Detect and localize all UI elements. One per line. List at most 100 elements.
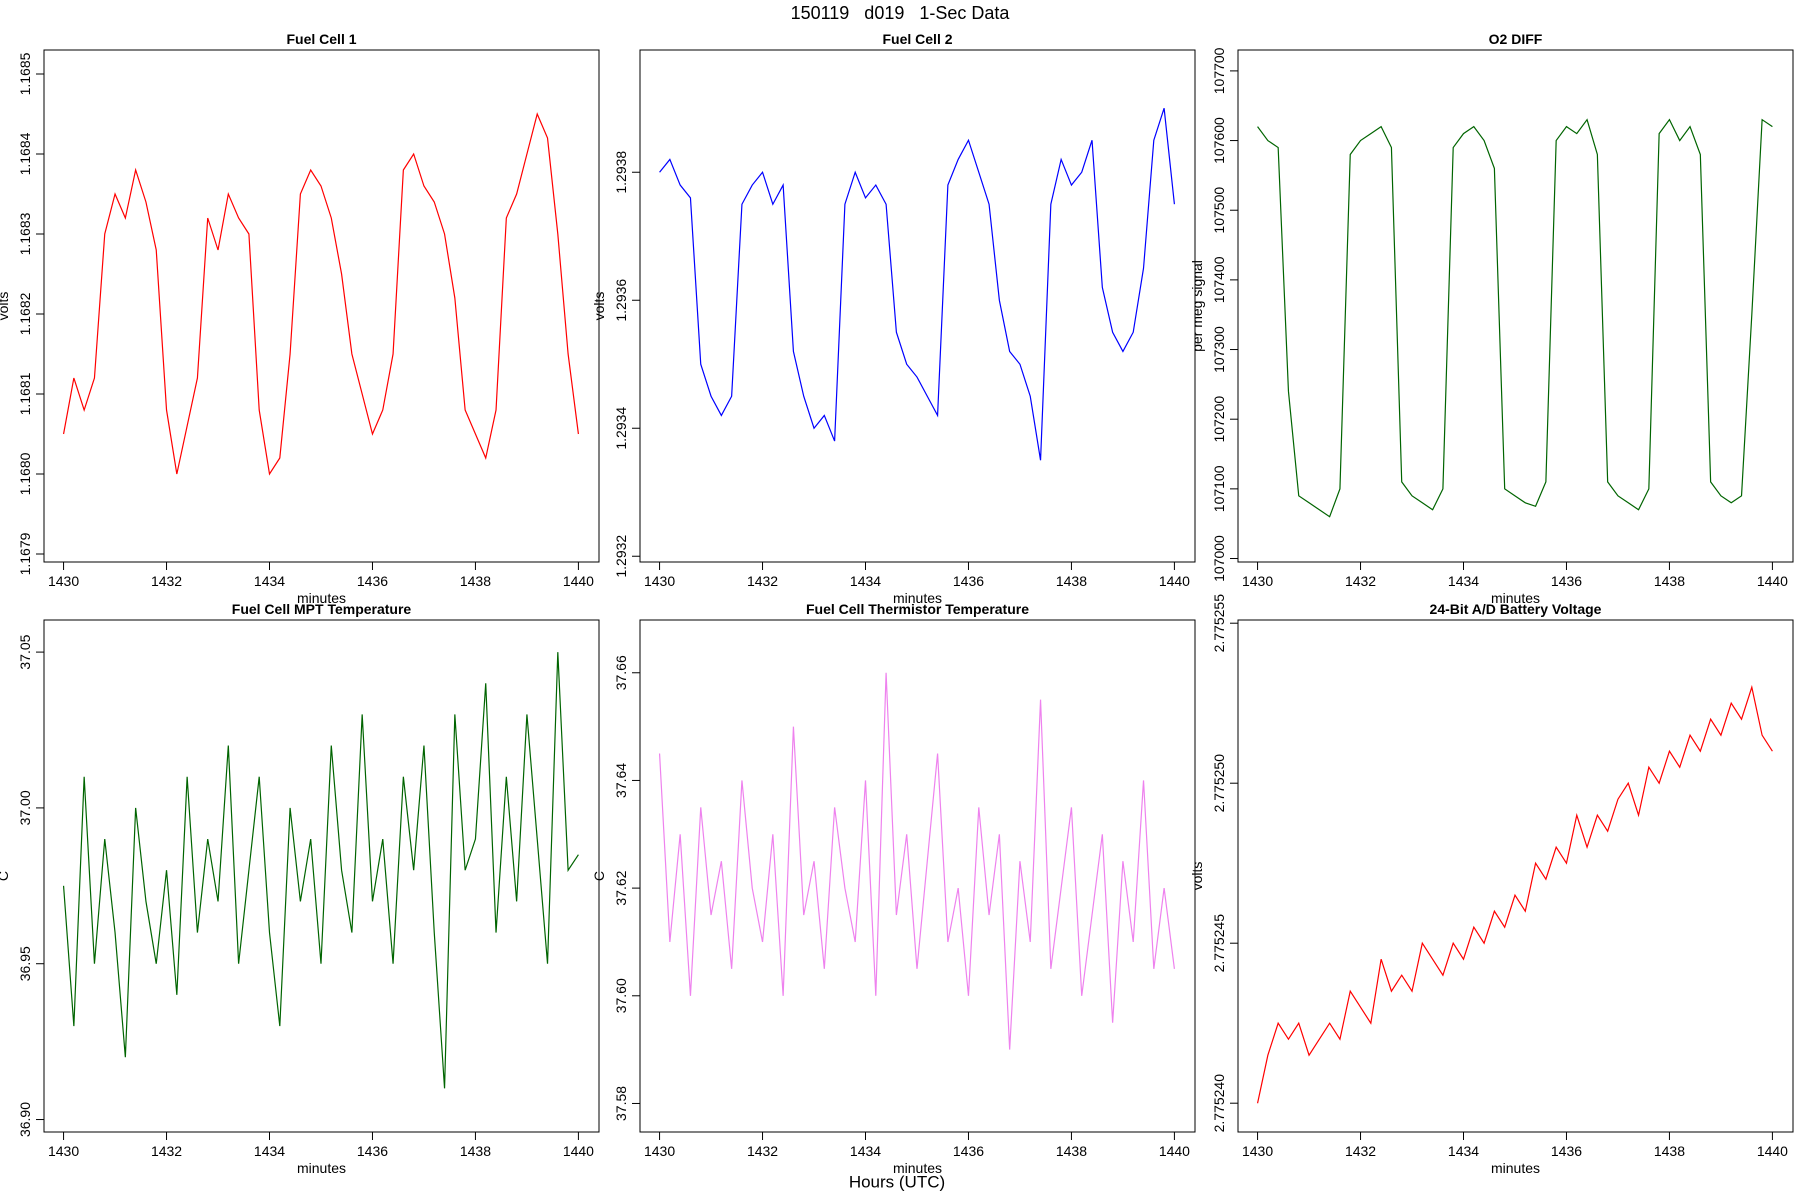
y-tick-label: 1.2932 bbox=[613, 535, 629, 578]
y-tick-label: 37.05 bbox=[17, 634, 33, 669]
x-tick-label: 1430 bbox=[48, 573, 79, 589]
plot-frame bbox=[43, 49, 600, 563]
x-tick-label: 1434 bbox=[1448, 573, 1479, 589]
x-axis-label: minutes bbox=[297, 1160, 346, 1176]
x-tick-label: 1432 bbox=[151, 573, 182, 589]
x-tick-label: 1438 bbox=[460, 573, 491, 589]
plot-frame bbox=[639, 49, 1196, 563]
x-tick-label: 1430 bbox=[1242, 1143, 1273, 1159]
x-tick-label: 1430 bbox=[644, 573, 675, 589]
y-tick-label: 1.1683 bbox=[17, 212, 33, 255]
y-tick-label: 107200 bbox=[1211, 396, 1227, 443]
data-line bbox=[62, 652, 579, 1089]
x-tick-label: 1430 bbox=[1242, 573, 1273, 589]
x-tick-label: 1434 bbox=[254, 573, 285, 589]
y-tick-label: 37.66 bbox=[613, 655, 629, 690]
panel: Fuel Cell MPT Temperature minutes C 1430 143… bbox=[0, 601, 600, 1176]
x-tick-label: 1440 bbox=[1159, 573, 1190, 589]
y-tick-label: 1.1684 bbox=[17, 132, 33, 175]
data-line bbox=[1257, 118, 1773, 518]
y-tick-label: 37.60 bbox=[613, 978, 629, 1013]
x-tick-label: 1430 bbox=[644, 1143, 675, 1159]
x-tick-label: 1436 bbox=[357, 1143, 388, 1159]
y-tick-label: 107000 bbox=[1211, 535, 1227, 582]
y-tick-label: 107500 bbox=[1211, 187, 1227, 234]
panel-title: Fuel Cell MPT Temperature bbox=[232, 601, 412, 617]
y-tick-label: 1.2936 bbox=[613, 279, 629, 322]
x-tick-label: 1432 bbox=[747, 1143, 778, 1159]
x-tick-label: 1432 bbox=[1345, 1143, 1376, 1159]
x-tick-label: 1438 bbox=[1654, 1143, 1685, 1159]
y-axis-label: per meg signal bbox=[1189, 260, 1205, 352]
x-tick-label: 1436 bbox=[953, 1143, 984, 1159]
y-tick-label: 107600 bbox=[1211, 117, 1227, 164]
x-tick-label: 1436 bbox=[357, 573, 388, 589]
x-tick-label: 1440 bbox=[1757, 1143, 1788, 1159]
x-tick-label: 1436 bbox=[1551, 1143, 1582, 1159]
panel-title: Fuel Cell Thermistor Temperature bbox=[806, 601, 1029, 617]
x-axis-title: Hours (UTC) bbox=[849, 1172, 945, 1191]
x-axis-label: minutes bbox=[893, 1160, 942, 1176]
x-tick-label: 1440 bbox=[563, 573, 594, 589]
x-tick-label: 1434 bbox=[850, 1143, 881, 1159]
y-tick-label: 37.00 bbox=[17, 790, 33, 825]
x-tick-label: 1438 bbox=[1056, 1143, 1087, 1159]
x-tick-label: 1438 bbox=[460, 1143, 491, 1159]
x-tick-label: 1432 bbox=[1345, 573, 1376, 589]
x-tick-label: 1438 bbox=[1056, 573, 1087, 589]
x-tick-label: 1432 bbox=[747, 573, 778, 589]
panel-title: Fuel Cell 1 bbox=[286, 31, 356, 47]
y-tick-label: 107400 bbox=[1211, 256, 1227, 303]
y-tick-label: 1.1685 bbox=[17, 52, 33, 95]
plot-frame bbox=[1237, 49, 1794, 563]
plot-frame bbox=[639, 619, 1196, 1133]
y-tick-label: 1.1681 bbox=[17, 372, 33, 415]
panel-title: Fuel Cell 2 bbox=[882, 31, 952, 47]
y-axis-label: C bbox=[0, 871, 11, 881]
panel: O2 DIFF minutes per meg signal 1430 1432 1434… bbox=[1189, 31, 1794, 606]
y-tick-label: 2.775255 bbox=[1211, 594, 1227, 653]
data-line bbox=[658, 672, 1176, 1050]
panel: Fuel Cell 1 minutes volts 1430 1432 1434 1436 1… bbox=[0, 31, 600, 606]
y-tick-label: 36.90 bbox=[17, 1102, 33, 1137]
x-tick-label: 1432 bbox=[151, 1143, 182, 1159]
y-tick-label: 2.775250 bbox=[1211, 754, 1227, 813]
y-tick-label: 2.775240 bbox=[1211, 1074, 1227, 1133]
y-tick-label: 1.1679 bbox=[17, 532, 33, 575]
y-tick-label: 1.1682 bbox=[17, 292, 33, 335]
y-tick-label: 2.775245 bbox=[1211, 914, 1227, 973]
panel: Fuel Cell 2 minutes volts 1430 1432 1434 1436 1… bbox=[591, 31, 1196, 606]
x-tick-label: 1436 bbox=[953, 573, 984, 589]
x-axis-label: minutes bbox=[1491, 590, 1540, 606]
data-line bbox=[1256, 684, 1773, 1104]
panel: 24-Bit A/D Battery Voltage minutes volts 14… bbox=[1189, 594, 1794, 1176]
y-axis-label: volts bbox=[1189, 862, 1205, 891]
y-axis-label: C bbox=[591, 871, 607, 881]
y-tick-label: 1.2934 bbox=[613, 407, 629, 450]
y-axis-label: volts bbox=[0, 292, 11, 321]
x-axis-label: minutes bbox=[1491, 1160, 1540, 1176]
panel-title: 24-Bit A/D Battery Voltage bbox=[1430, 601, 1602, 617]
y-tick-label: 37.64 bbox=[613, 763, 629, 798]
x-tick-label: 1440 bbox=[563, 1143, 594, 1159]
x-axis-label: minutes bbox=[297, 590, 346, 606]
x-tick-label: 1434 bbox=[254, 1143, 285, 1159]
page-title: 150119 d019 1-Sec Data bbox=[791, 3, 1011, 23]
y-tick-label: 107300 bbox=[1211, 326, 1227, 373]
x-axis-label: minutes bbox=[893, 590, 942, 606]
x-tick-label: 1438 bbox=[1654, 573, 1685, 589]
y-tick-label: 107700 bbox=[1211, 47, 1227, 94]
x-tick-label: 1440 bbox=[1159, 1143, 1190, 1159]
data-line bbox=[62, 112, 580, 476]
y-tick-label: 37.62 bbox=[613, 870, 629, 905]
data-line bbox=[659, 108, 1176, 461]
panel-title: O2 DIFF bbox=[1489, 31, 1543, 47]
x-tick-label: 1434 bbox=[850, 573, 881, 589]
y-tick-label: 1.1680 bbox=[17, 452, 33, 495]
x-tick-label: 1430 bbox=[48, 1143, 79, 1159]
y-axis-label: volts bbox=[591, 292, 607, 321]
panel: Fuel Cell Thermistor Temperature minutes C… bbox=[591, 601, 1196, 1176]
y-tick-label: 36.95 bbox=[17, 946, 33, 981]
plot-frame bbox=[1237, 619, 1794, 1133]
